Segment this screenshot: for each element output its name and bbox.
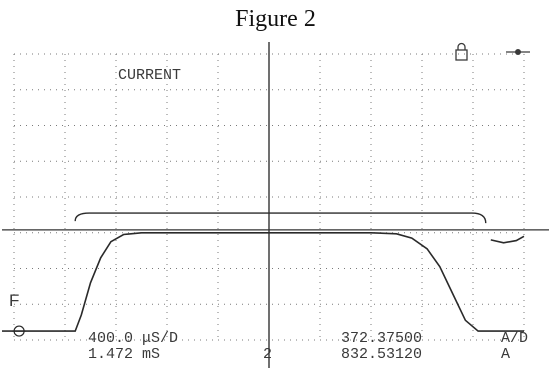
channel-number-readout: 2 xyxy=(263,346,272,363)
scale-value-readout: 372.37500 xyxy=(341,330,422,347)
lock-icon xyxy=(455,42,468,61)
measurement-bracket xyxy=(74,212,487,224)
trace-series-1 xyxy=(14,232,524,332)
oscilloscope-screen: CURRENT F 400.0 μS/D 1.472 mS 2 372.3750… xyxy=(2,42,549,368)
trace-series-2 xyxy=(490,235,525,244)
time-position-readout: 1.472 mS xyxy=(88,346,160,363)
cursor-value-readout: 832.53120 xyxy=(341,346,422,363)
cursor-unit-readout: A xyxy=(501,346,510,363)
channel-label: CURRENT xyxy=(118,67,181,84)
timebase-readout: 400.0 μS/D xyxy=(88,330,178,347)
grid xyxy=(13,53,525,341)
trigger-marker: F xyxy=(9,291,19,310)
trace-layer xyxy=(2,212,525,337)
center-axes xyxy=(2,42,549,368)
scale-unit-readout: A/D xyxy=(501,330,528,347)
figure-title: Figure 2 xyxy=(235,6,316,32)
cursor-marker-icon xyxy=(506,49,530,55)
